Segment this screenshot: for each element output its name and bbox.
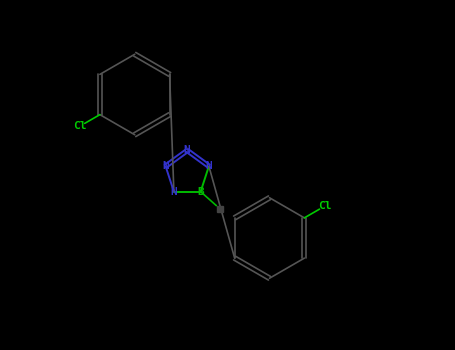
- Text: Cl: Cl: [73, 121, 86, 131]
- Text: N: N: [184, 146, 191, 155]
- Text: N: N: [162, 161, 169, 171]
- Text: Cl: Cl: [318, 201, 331, 211]
- Text: N: N: [171, 187, 177, 197]
- Text: N: N: [206, 161, 212, 171]
- Text: B: B: [197, 187, 204, 197]
